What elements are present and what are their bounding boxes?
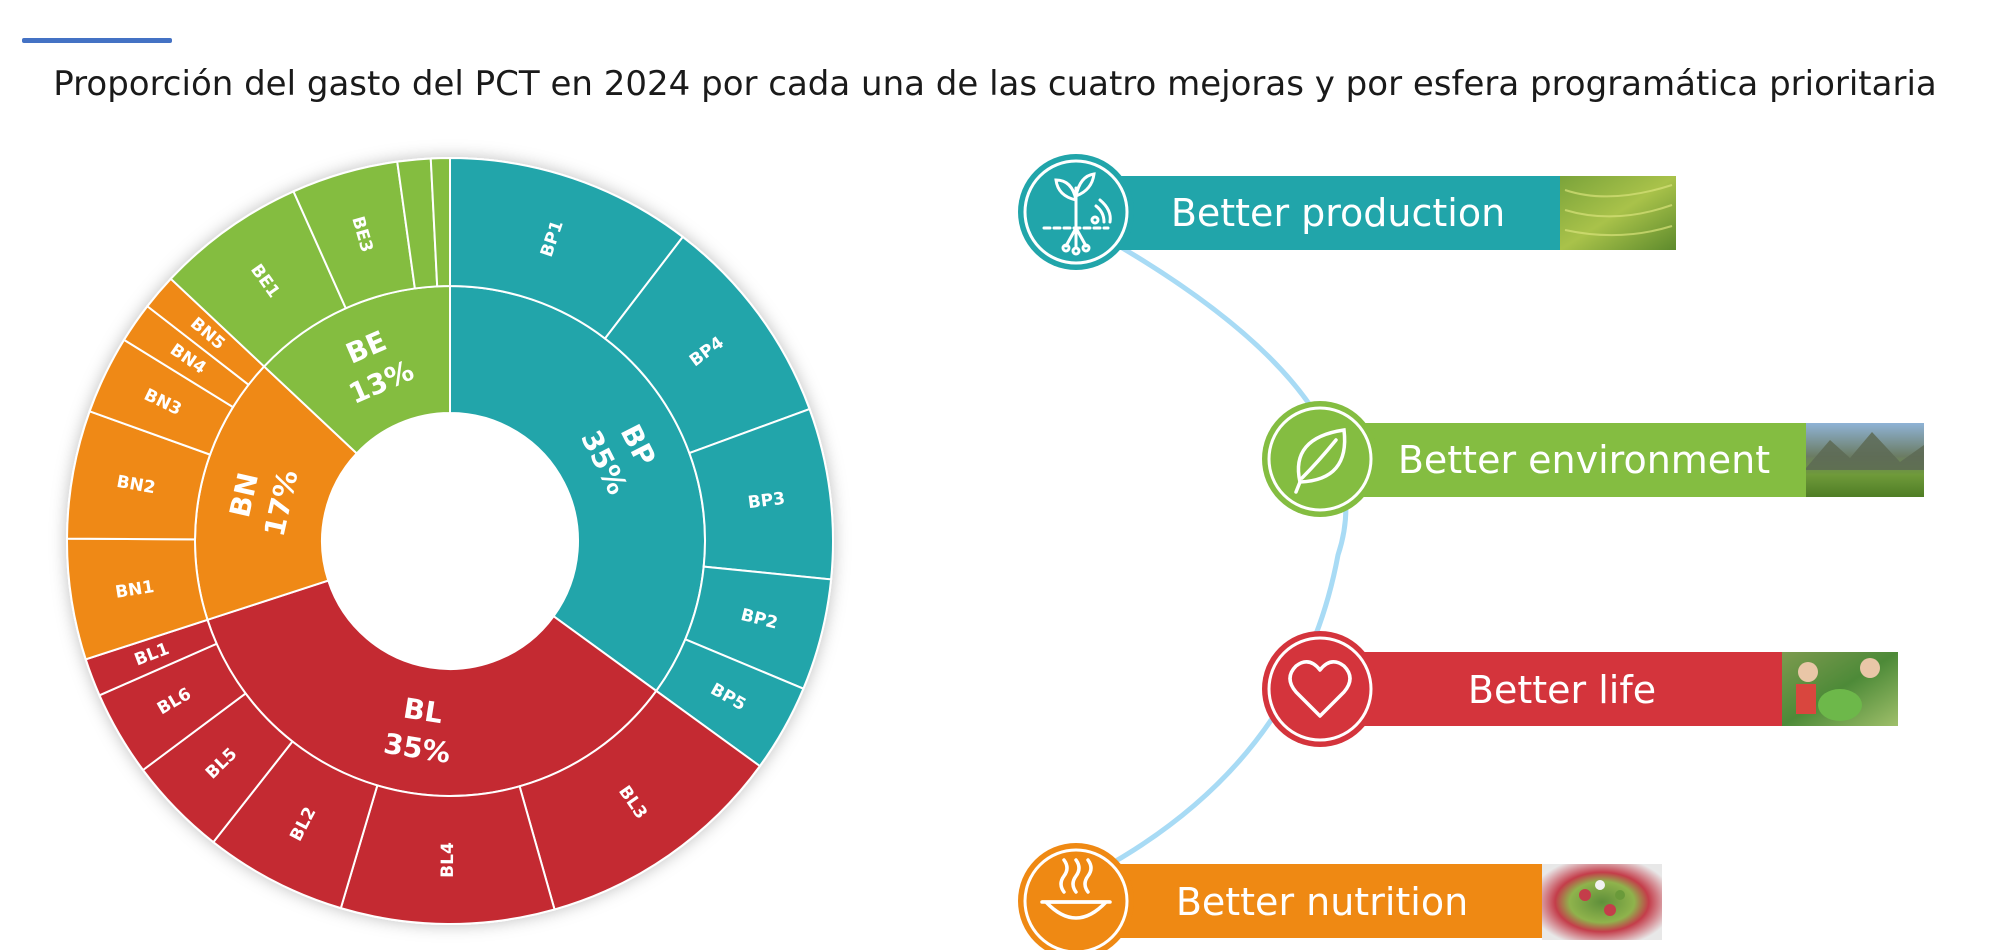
title-accent-line [22, 38, 172, 43]
outer-label-bl4: BL4 [438, 842, 458, 878]
legend-bar [1345, 423, 1809, 497]
legend: Better production Better environment [1018, 154, 1924, 950]
outer-segment-be-unlabeled-3 [429, 156, 451, 288]
legend-item-better-life: Better life [1262, 631, 1898, 747]
legend-label: Better life [1468, 668, 1656, 712]
donut-hole [322, 413, 578, 669]
legend-connector-arc [1098, 232, 1349, 873]
salad-bowl-photo [1542, 864, 1662, 940]
page-title: Proporción del gasto del PCT en 2024 por… [53, 64, 1937, 104]
steaming-dish-icon [1040, 858, 1112, 920]
legend-bar [1105, 864, 1545, 938]
salad-bowl-photo-detail [1579, 880, 1625, 916]
children-vegetables-photo-detail [1796, 658, 1880, 721]
legend-item-better-environment: Better environment [1262, 401, 1924, 517]
legend-label: Better environment [1398, 438, 1770, 482]
heart-icon [1288, 660, 1352, 718]
legend-label: Better production [1171, 191, 1505, 235]
legend-item-better-nutrition: Better nutrition [1018, 843, 1662, 950]
terraced-fields-photo-detail [1564, 184, 1673, 237]
legend-label: Better nutrition [1176, 880, 1468, 924]
mountain-meadow-photo-detail [1806, 432, 1924, 470]
plant-icon [1042, 172, 1112, 256]
legend-bar [1105, 176, 1563, 250]
legend-item-better-production: Better production [1018, 154, 1676, 270]
inner-label-code: BL [401, 692, 445, 731]
sunburst-chart [66, 156, 834, 925]
outer-label-bp3: BP3 [747, 489, 786, 514]
legend-bar [1345, 652, 1785, 726]
leaf-icon [1294, 428, 1347, 494]
